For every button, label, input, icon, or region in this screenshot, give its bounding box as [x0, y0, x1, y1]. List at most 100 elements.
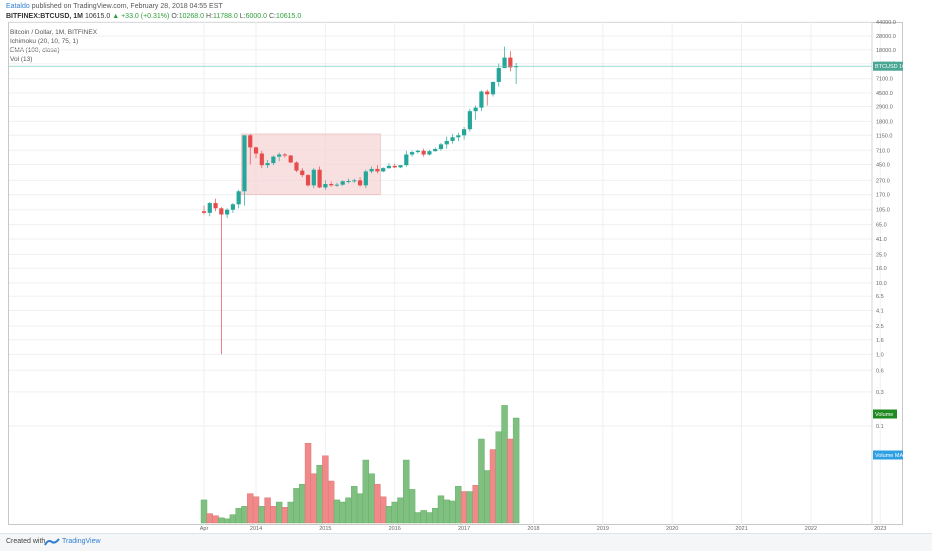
candle-body — [346, 180, 351, 182]
close-value: 10615.0 — [275, 13, 302, 20]
volume-bar — [443, 499, 450, 524]
low-label: L: — [239, 13, 246, 20]
volume-bar — [478, 438, 485, 524]
legend-ichimoku[interactable]: Ichimoku (20, 10, 75, 1) — [10, 38, 79, 45]
y-tick-label: 16.0 — [876, 266, 887, 272]
tradingview-logo-icon[interactable] — [44, 537, 60, 547]
x-tick-label: 2018 — [527, 526, 539, 532]
volume-bar — [287, 501, 294, 524]
time-axis: Apr 2014 2015 2016 2017 2018 2019 2020 2021 2022 2… — [200, 526, 887, 532]
volume-bar — [391, 501, 398, 524]
x-tick-label: 2021 — [735, 526, 747, 532]
y-tick-label: 18000.0 — [876, 48, 896, 54]
volume-bar — [351, 486, 358, 524]
candle-body — [508, 57, 513, 68]
high-label: H: — [205, 13, 213, 20]
volume-bar — [432, 508, 439, 524]
price-badge-text: BTCUSD 10615.0 — [875, 64, 919, 70]
candlestick-series — [201, 46, 519, 355]
legend-vol[interactable]: Vol (13) — [10, 56, 33, 63]
volume-bar — [299, 483, 306, 524]
published-text: published on TradingView.com, February 2… — [31, 3, 223, 10]
candle-body — [404, 154, 409, 166]
volume-series — [200, 405, 520, 524]
candle-body — [265, 163, 270, 166]
x-tick-label: 2014 — [250, 526, 262, 532]
y-tick-label: 2.5 — [876, 324, 884, 330]
candle-body — [450, 137, 455, 141]
volume-ma-badge-bg — [873, 450, 903, 460]
candle-body — [282, 154, 288, 156]
candle-body — [294, 162, 299, 171]
last-price: 10615.0 — [84, 13, 111, 20]
open-label: O: — [171, 13, 179, 20]
consolidation-box[interactable] — [241, 133, 381, 196]
y-tick-label: 28000.0 — [876, 34, 896, 40]
x-tick-label: 2022 — [805, 526, 817, 532]
volume-bar — [460, 491, 468, 524]
volume-ma-badge-text: Volume MA — [875, 453, 903, 459]
volume-bar — [339, 501, 346, 524]
y-tick-label: 25.0 — [876, 252, 887, 258]
axis-badges: BTCUSD 10615.0 Volume Volume MA — [873, 61, 919, 460]
volume-bar — [235, 508, 242, 524]
volume-bar — [397, 497, 404, 524]
candle-body — [259, 153, 264, 166]
tradingview-brand-link[interactable]: TradingView — [62, 538, 101, 545]
price-axis: 44000.028000.018000.011500.07100.04500.0… — [871, 20, 896, 525]
x-tick-label: Apr — [200, 526, 209, 532]
volume-bar — [379, 496, 387, 524]
y-tick-label: 270.0 — [876, 178, 890, 184]
y-tick-label: 2900.0 — [876, 105, 893, 111]
volume-bar — [466, 491, 474, 524]
x-tick-label: 2023 — [874, 526, 886, 532]
candle-body — [201, 211, 207, 213]
volume-bar — [322, 455, 329, 524]
y-tick-label: 1.0 — [876, 352, 884, 358]
candle-body — [334, 184, 340, 186]
legend-title[interactable]: Bitcoin / Dollar, 1M, BITFINEX — [10, 29, 98, 36]
volume-bar — [414, 512, 422, 524]
volume-bar — [218, 517, 225, 524]
y-tick-label: 0.6 — [876, 368, 884, 374]
volume-bar — [258, 506, 265, 524]
volume-ma-badge: Volume MA — [873, 450, 903, 460]
volume-bar — [420, 510, 427, 524]
candle-body — [363, 171, 368, 186]
candle-body — [369, 168, 374, 172]
volume-bar — [229, 514, 237, 524]
candle-body — [340, 181, 345, 185]
candle-body — [236, 191, 241, 205]
author-link[interactable]: Eataldo — [6, 3, 30, 10]
y-tick-label: 7100.0 — [876, 77, 893, 83]
x-tick-label: 2016 — [389, 526, 401, 532]
candle-body — [490, 81, 496, 95]
candle-body — [496, 68, 501, 82]
volume-bar — [385, 506, 393, 524]
volume-bar — [501, 405, 508, 524]
volume-bar — [241, 506, 248, 524]
y-tick-label: 4.1 — [876, 309, 884, 315]
volume-bar — [270, 506, 277, 524]
volume-bar — [293, 488, 300, 524]
volume-bar — [310, 473, 318, 524]
volume-bar — [362, 459, 370, 524]
y-tick-label: 1150.0 — [876, 133, 892, 139]
y-tick-label: 105.0 — [876, 208, 890, 214]
indicator-legend: Bitcoin / Dollar, 1M, BITFINEX Ichimoku … — [10, 28, 97, 64]
candle-body — [300, 170, 305, 176]
candle-body — [456, 135, 461, 138]
volume-badge-bg — [873, 409, 897, 419]
legend-ema[interactable]: EMA (100, close) — [10, 47, 60, 54]
symbol-name: BITFINEX:BTCUSD, 1M — [6, 13, 83, 20]
volume-bar — [316, 465, 323, 524]
candle-body — [253, 147, 259, 154]
candle-body — [311, 169, 316, 186]
candle-body — [381, 168, 386, 172]
x-tick-label: 2017 — [458, 526, 470, 532]
candle-body — [409, 152, 415, 155]
footer-bar: Created with TradingView — [0, 533, 932, 551]
y-tick-label: 1.6 — [876, 338, 884, 344]
x-tick-label: 2019 — [597, 526, 609, 532]
